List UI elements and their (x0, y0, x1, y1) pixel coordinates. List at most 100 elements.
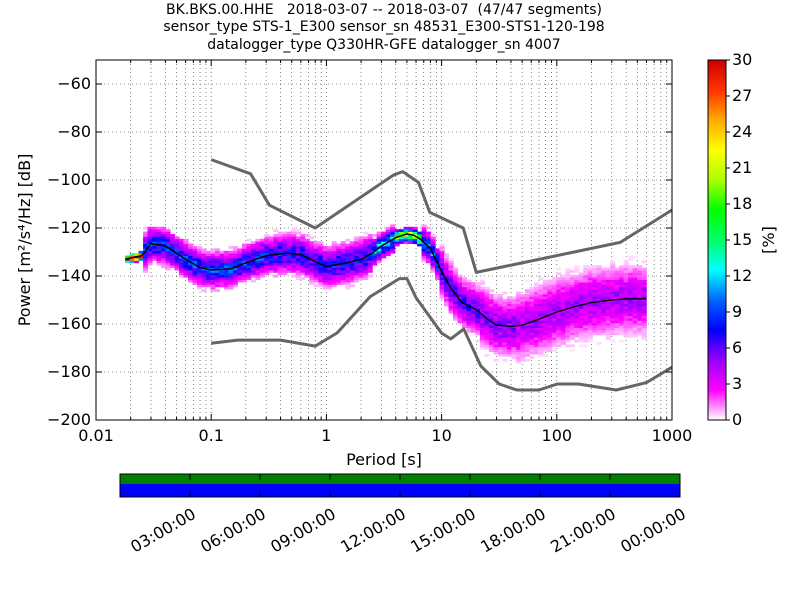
heatmap-cell (632, 272, 638, 276)
heatmap-cell (291, 226, 297, 230)
heatmap-cell (533, 306, 539, 309)
heatmap-cell (515, 315, 521, 319)
heatmap-cell (268, 262, 274, 266)
heatmap-cell (632, 315, 638, 319)
heatmap-cell (376, 236, 382, 240)
heatmap-cell (515, 358, 521, 362)
heatmap-cell (421, 238, 427, 242)
heatmap-cell (349, 258, 355, 261)
heatmap-cell (179, 246, 185, 249)
heatmap-cell (488, 346, 495, 350)
heatmap-cell (214, 277, 221, 280)
heatmap-cell (497, 339, 504, 343)
heatmap-cell (542, 325, 548, 328)
heatmap-cell (520, 320, 526, 324)
heatmap-cell (551, 344, 557, 348)
heatmap-cell (201, 282, 207, 285)
heatmap-cell (637, 320, 643, 324)
heatmap-cell (277, 255, 283, 259)
heatmap-cell (547, 298, 553, 302)
heatmap-cell (515, 318, 521, 321)
heatmap-cell (205, 270, 212, 273)
heatmap-cell (196, 277, 203, 280)
heatmap-cell (152, 246, 158, 249)
heatmap-cell (542, 337, 548, 340)
heatmap-cell (179, 258, 185, 261)
heatmap-cell (143, 258, 149, 261)
heatmap-cell (300, 260, 306, 264)
heatmap-cell (161, 226, 167, 230)
y-tick-label: −140 (47, 266, 91, 285)
heatmap-cell (250, 250, 256, 254)
heatmap-cell (259, 272, 265, 276)
heatmap-cell (542, 346, 548, 350)
heatmap-cell (493, 313, 499, 316)
heatmap-cell (143, 255, 149, 259)
heatmap-cell (214, 272, 221, 276)
heatmap-cell (183, 250, 189, 254)
heatmap-cell (426, 260, 432, 264)
heatmap-cell (192, 258, 198, 261)
heatmap-cell (408, 241, 414, 244)
heatmap-cell (444, 262, 450, 266)
heatmap-cell (547, 306, 553, 309)
heatmap-cell (475, 322, 481, 326)
heatmap-cell (641, 272, 647, 276)
heatmap-cell (448, 289, 454, 292)
heatmap-cell (259, 241, 265, 244)
heatmap-cell (156, 258, 162, 261)
heatmap-cell (264, 236, 270, 240)
heatmap-cell (241, 248, 247, 252)
heatmap-cell (538, 332, 544, 336)
heatmap-cell (246, 248, 252, 252)
heatmap-cell (574, 267, 580, 271)
heatmap-cell (488, 327, 495, 331)
heatmap-cell (641, 320, 647, 324)
heatmap-cell (457, 296, 463, 300)
heatmap-cell (628, 282, 634, 285)
heatmap-cell (331, 243, 337, 247)
heatmap-cell (641, 298, 647, 302)
heatmap-cell (601, 267, 607, 271)
heatmap-cell (583, 274, 589, 278)
heatmap-cell (232, 267, 238, 271)
heatmap-cell (506, 354, 512, 357)
heatmap-cell (453, 315, 459, 319)
heatmap-cell (327, 265, 333, 268)
heatmap-cell (327, 260, 333, 264)
heatmap-cell (421, 236, 427, 240)
heatmap-cell (619, 272, 625, 276)
heatmap-cell (367, 260, 373, 264)
heatmap-cell (511, 303, 517, 307)
heatmap-cell (461, 296, 468, 300)
heatmap-cell (560, 339, 566, 343)
heatmap-cell (533, 291, 539, 295)
heatmap-cell (345, 272, 351, 276)
heatmap-cell (502, 308, 508, 312)
heatmap-cell (601, 279, 607, 283)
heatmap-cell (506, 313, 512, 316)
heatmap-cell (264, 258, 270, 261)
heatmap-cell (623, 327, 629, 331)
heatmap-cell (147, 248, 153, 252)
heatmap-cell (201, 248, 207, 252)
heatmap-cell (448, 294, 454, 297)
x-tick-label: 0.01 (78, 426, 114, 445)
heatmap-cell (439, 284, 445, 288)
heatmap-cell (295, 277, 301, 280)
heatmap-cell (524, 349, 530, 352)
heatmap-cell (520, 303, 526, 307)
heatmap-cell (619, 315, 625, 319)
heatmap-cell (354, 265, 360, 268)
heatmap-cell (444, 294, 450, 297)
heatmap-cell (268, 270, 274, 273)
heatmap-cell (551, 284, 557, 288)
heatmap-cell (556, 339, 562, 343)
heatmap-cell (488, 313, 495, 316)
heatmap-cell (619, 322, 625, 326)
heatmap-cell (466, 286, 472, 290)
heatmap-cell (457, 277, 463, 280)
heatmap-cell (448, 274, 454, 278)
heatmap-cell (457, 279, 463, 283)
heatmap-cell (232, 260, 238, 264)
